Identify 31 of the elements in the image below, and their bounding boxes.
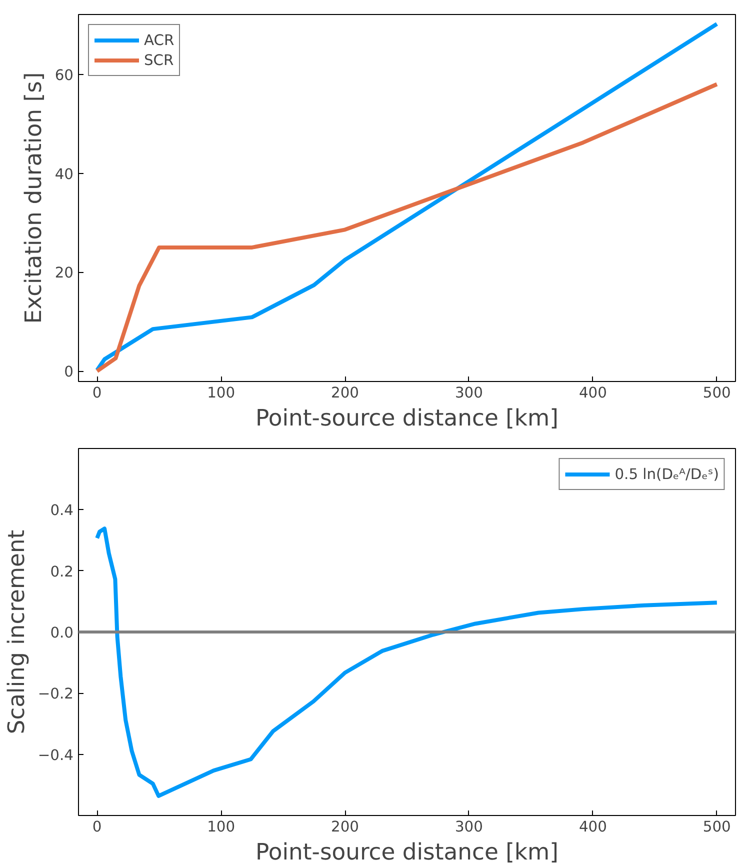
x-tick-label: 200 bbox=[331, 818, 360, 836]
y-tick-label: −0.2 bbox=[38, 686, 74, 703]
x-tick-label: 400 bbox=[578, 384, 607, 402]
x-tick-label: 100 bbox=[207, 818, 236, 836]
y-tick-label: 40 bbox=[54, 166, 74, 183]
y-axis-title: Scaling increment bbox=[4, 530, 30, 734]
y-tick-label: 0.2 bbox=[50, 563, 74, 580]
y-tick-label: 0.0 bbox=[50, 624, 74, 642]
x-tick-label: 300 bbox=[454, 818, 483, 836]
x-tick-label: 500 bbox=[702, 818, 731, 836]
x-tick-label: 100 bbox=[207, 384, 236, 402]
x-tick-label: 400 bbox=[578, 818, 607, 836]
y-tick-label: −0.4 bbox=[38, 746, 74, 764]
legend-label: SCR bbox=[144, 52, 174, 68]
y-tick-label: 60 bbox=[54, 66, 74, 84]
x-tick-label: 0 bbox=[92, 384, 102, 402]
y-tick-label: 0 bbox=[64, 364, 74, 381]
line-series bbox=[95, 526, 719, 798]
y-tick-label: 20 bbox=[54, 264, 74, 282]
x-tick-label: 200 bbox=[331, 384, 360, 402]
legend-label: 0.5 ln(Dₑᴬ/Dₑˢ) bbox=[614, 466, 719, 482]
legend-label: ACR bbox=[144, 32, 174, 48]
x-tick-label: 0 bbox=[92, 818, 102, 836]
x-axis-title: Point-source distance [km] bbox=[256, 406, 558, 432]
x-tick-label: 500 bbox=[702, 384, 731, 402]
x-tick-label: 300 bbox=[454, 384, 483, 402]
line-series bbox=[95, 22, 719, 372]
line-series bbox=[95, 82, 719, 374]
y-axis-title: Excitation duration [s] bbox=[20, 72, 47, 324]
y-tick-label: 0.4 bbox=[50, 502, 74, 520]
x-axis-title: Point-source distance [km] bbox=[256, 840, 558, 866]
